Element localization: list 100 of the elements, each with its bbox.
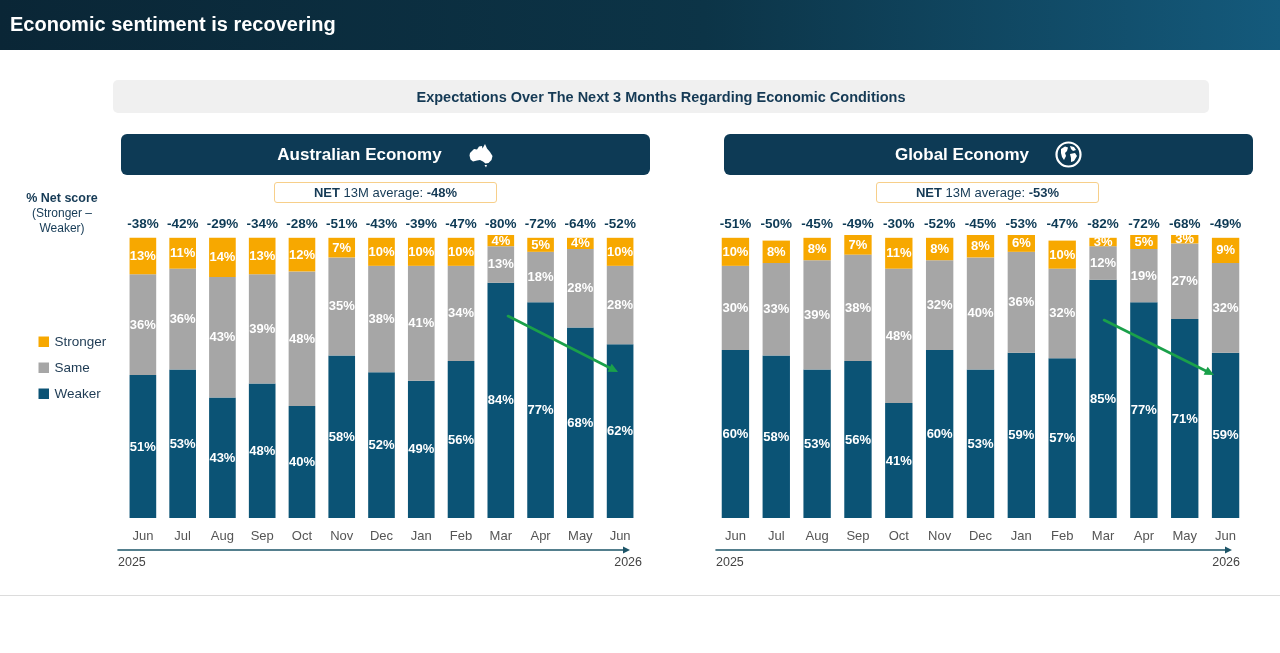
bar xyxy=(368,372,395,518)
bar xyxy=(1171,319,1199,518)
bar xyxy=(1211,352,1240,518)
text: Economic sentiment is recovering xyxy=(10,13,336,36)
bar xyxy=(721,265,750,350)
text: -49% xyxy=(842,216,874,231)
bar xyxy=(885,268,913,404)
bar xyxy=(447,361,475,518)
x-tick-label: Feb xyxy=(1050,527,1074,543)
bar xyxy=(368,265,395,373)
bar xyxy=(762,263,790,356)
data-label: 7% xyxy=(848,236,868,252)
text: -52% xyxy=(923,216,956,231)
bar xyxy=(209,277,236,398)
data-label: 58% xyxy=(328,428,356,444)
data-label: 5% xyxy=(531,236,551,252)
data-label: 43% xyxy=(209,449,236,465)
data-label: 71% xyxy=(1171,410,1199,426)
text: 2025 xyxy=(716,555,744,569)
bar xyxy=(925,260,954,350)
data-label: 77% xyxy=(1130,402,1158,418)
x-tick-label: Nov xyxy=(330,527,354,543)
bar xyxy=(803,260,831,370)
data-label: 11% xyxy=(886,245,912,261)
x-tick-label: May xyxy=(568,527,594,543)
data-label: 39% xyxy=(804,306,831,322)
text: -49% xyxy=(1209,216,1242,231)
data-label: 10% xyxy=(448,243,475,259)
data-label: 10% xyxy=(722,243,749,259)
data-label: 34% xyxy=(448,305,475,321)
text: -34% xyxy=(246,216,278,231)
bar xyxy=(803,369,831,518)
text: -53% xyxy=(1005,216,1038,231)
bar xyxy=(966,257,995,370)
x-tick-label: Sep xyxy=(250,527,274,543)
x-tick-label: Mar xyxy=(489,527,513,543)
bar xyxy=(447,265,475,362)
data-label: 36% xyxy=(129,316,157,332)
data-label: 13% xyxy=(249,248,276,264)
data-label: 51% xyxy=(129,438,157,454)
text: -72% xyxy=(1128,216,1160,231)
chart-title: Australian Economy xyxy=(277,144,442,165)
chart-subtitle: NET 13M average: -48% xyxy=(313,185,458,200)
bar xyxy=(1007,251,1036,353)
data-label: 8% xyxy=(930,241,950,257)
x-tick-label: Aug xyxy=(805,527,829,543)
data-label: 36% xyxy=(1008,294,1035,310)
x-tick-label: Jan xyxy=(1010,527,1032,543)
bar xyxy=(487,282,515,518)
data-label: 58% xyxy=(763,428,790,444)
bar xyxy=(288,271,316,406)
x-tick-label: Sep xyxy=(846,527,870,543)
bar xyxy=(169,369,196,518)
data-label: 41% xyxy=(408,315,435,331)
x-tick-label: Apr xyxy=(1133,527,1155,543)
x-tick-label: Dec xyxy=(968,527,993,543)
data-label: 53% xyxy=(169,435,197,451)
data-label: 43% xyxy=(209,329,236,345)
x-tick-label: Jan xyxy=(410,527,432,543)
text: -38% xyxy=(127,216,159,231)
x-tick-label: Jun xyxy=(1215,527,1237,543)
text: -82% xyxy=(1087,216,1119,231)
text: -30% xyxy=(883,216,915,231)
data-label: 59% xyxy=(1212,427,1240,443)
data-label: 3% xyxy=(1093,234,1113,249)
data-label: 56% xyxy=(448,431,475,447)
bar xyxy=(1007,352,1036,518)
data-label: 4% xyxy=(570,235,591,251)
x-tick-label: Mar xyxy=(1091,527,1115,543)
data-label: 53% xyxy=(967,435,994,451)
text: -51% xyxy=(325,216,358,231)
data-label: 8% xyxy=(766,243,787,259)
data-label: 35% xyxy=(328,298,356,314)
data-label: 77% xyxy=(527,402,555,418)
text: -68% xyxy=(1168,216,1201,231)
data-label: 53% xyxy=(804,435,831,451)
data-label: 28% xyxy=(607,297,634,313)
bar xyxy=(1089,279,1117,518)
bar xyxy=(1211,263,1240,353)
x-tick-label: Jun xyxy=(132,527,154,543)
data-label: 27% xyxy=(1171,273,1199,289)
data-label: 48% xyxy=(885,327,913,343)
y-axis-title: % Net score (Stronger – Weaker) xyxy=(25,191,99,236)
bar xyxy=(288,405,316,518)
data-label: 84% xyxy=(487,392,515,408)
data-label: 40% xyxy=(967,305,994,321)
data-label: 6% xyxy=(1011,235,1032,251)
text: 2026 xyxy=(1212,555,1240,569)
x-tick-label: Jun xyxy=(724,527,746,543)
data-label: 52% xyxy=(368,437,395,453)
text: -28% xyxy=(286,216,318,231)
bar xyxy=(129,375,157,518)
data-label: 10% xyxy=(408,243,435,259)
data-label: 60% xyxy=(722,425,749,441)
text: -52% xyxy=(604,216,636,231)
bar xyxy=(844,361,872,518)
chart-subtitle: NET 13M average: -53% xyxy=(915,185,1060,200)
x-tick-label: Jun xyxy=(609,527,631,543)
x-tick-label: Aug xyxy=(210,527,234,543)
bar xyxy=(328,257,356,356)
